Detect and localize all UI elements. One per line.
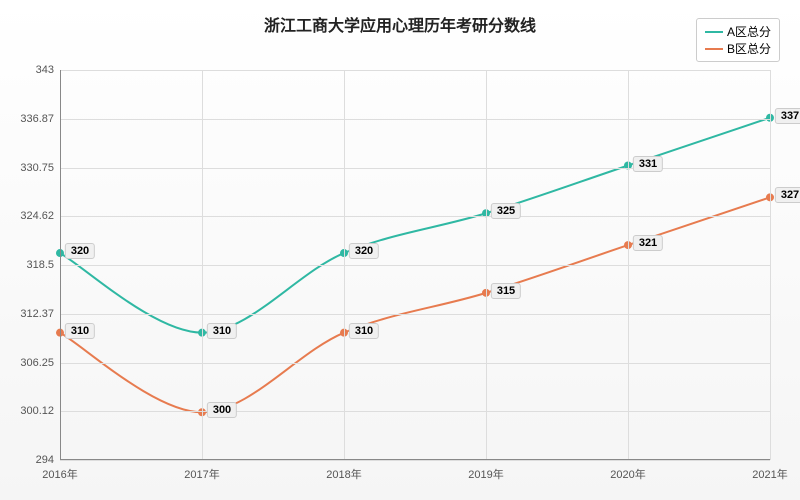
x-axis-label: 2020年 [610,466,645,482]
series-line-1 [60,197,770,412]
vgridline [202,70,203,460]
x-axis-label: 2016年 [42,466,77,482]
point-label: 300 [207,402,237,418]
point-label: 320 [349,243,379,259]
vgridline [344,70,345,460]
point-label: 320 [65,243,95,259]
chart-title: 浙江工商大学应用心理历年考研分数线 [264,12,536,36]
point-label: 315 [491,283,521,299]
y-axis-label: 324.62 [20,210,54,222]
vgridline [770,70,771,460]
legend-item-a: A区总分 [705,23,771,40]
vgridline [486,70,487,460]
point-label: 325 [491,203,521,219]
y-axis-label: 330.75 [20,162,54,174]
point-label: 331 [633,156,663,172]
hgridline [60,314,770,315]
vgridline [628,70,629,460]
legend-item-b: B区总分 [705,40,771,57]
point-label: 310 [65,323,95,339]
x-axis-label: 2018年 [326,466,361,482]
point-label: 337 [775,108,800,124]
y-axis-label: 294 [36,454,54,466]
x-axis-label: 2021年 [752,466,787,482]
hgridline [60,216,770,217]
y-axis-label: 343 [36,64,54,76]
legend-label-a: A区总分 [727,23,771,40]
point-label: 310 [207,323,237,339]
y-axis-label: 336.87 [20,113,54,125]
legend: A区总分 B区总分 [696,18,780,62]
point-label: 310 [349,323,379,339]
hgridline [60,265,770,266]
point-label: 327 [775,187,800,203]
hgridline [60,168,770,169]
hgridline [60,363,770,364]
point-label: 321 [633,235,663,251]
y-axis-label: 318.5 [26,259,54,271]
hgridline [60,70,770,71]
hgridline [60,460,770,461]
x-axis-label: 2017年 [184,466,219,482]
legend-label-b: B区总分 [727,40,771,57]
y-axis-label: 306.25 [20,357,54,369]
plot-area: 294300.12306.25312.37318.5324.62330.7533… [60,70,770,460]
legend-swatch-b [705,48,723,50]
legend-swatch-a [705,31,723,33]
hgridline [60,119,770,120]
y-axis-label: 312.37 [20,308,54,320]
y-axis-label: 300.12 [20,405,54,417]
series-line-0 [60,118,770,333]
chart-container: 浙江工商大学应用心理历年考研分数线 A区总分 B区总分 294300.12306… [0,0,800,500]
hgridline [60,411,770,412]
x-axis-label: 2019年 [468,466,503,482]
